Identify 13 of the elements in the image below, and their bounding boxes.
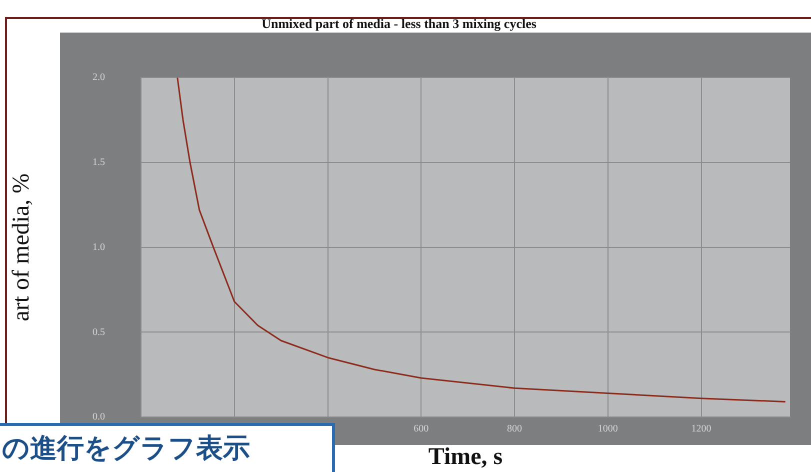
y-tick-label: 0.0 — [92, 412, 105, 423]
x-tick-label: 800 — [507, 424, 522, 435]
y-tick-label: 1.0 — [92, 242, 105, 253]
y-tick-label: 1.5 — [92, 157, 105, 168]
y-tick-label: 0.5 — [92, 326, 105, 338]
x-tick-label: 1200 — [691, 424, 712, 435]
x-tick-label: 1000 — [598, 424, 618, 435]
y-axis-title: art of media, % — [8, 173, 35, 322]
x-tick-label: 600 — [414, 424, 429, 435]
text: の進行をグラフ表示 — [2, 432, 250, 466]
chart-title: Unmixed part of media - less than 3 mixing cycles — [262, 16, 536, 32]
x-axis-title: Time, s — [428, 444, 503, 470]
y-tick-label: 2.0 — [92, 72, 105, 84]
